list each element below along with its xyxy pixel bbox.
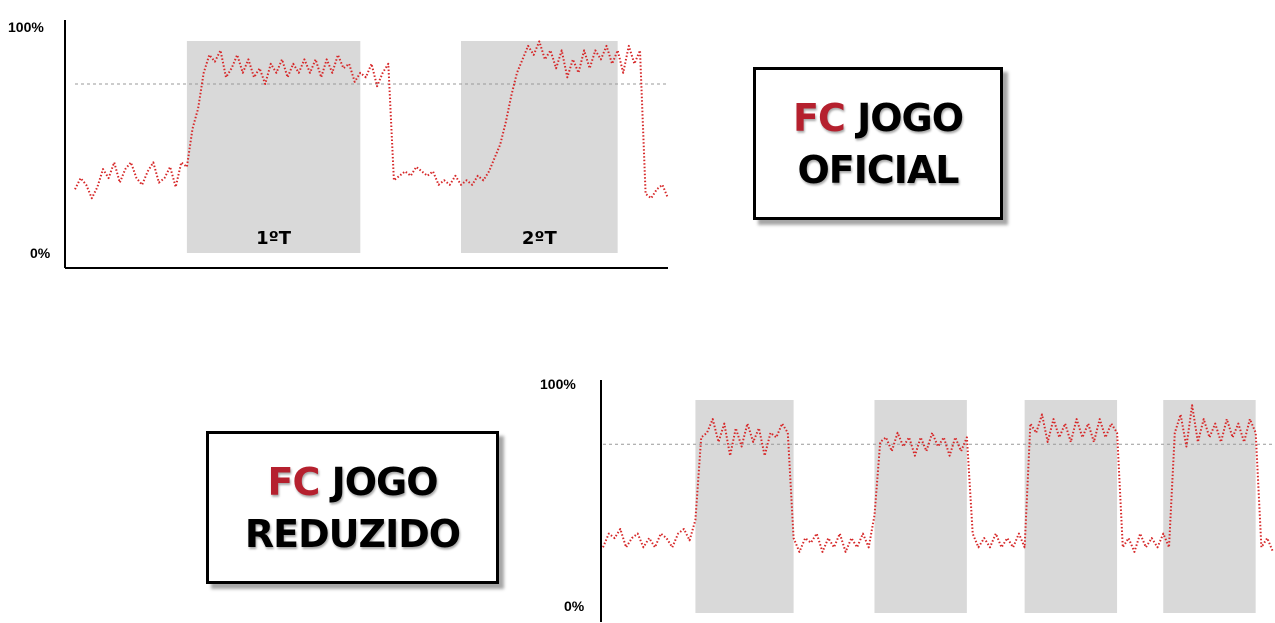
label-box-reduced: FC JOGO REDUZIDO [206, 431, 499, 584]
label-word: JOGO [331, 459, 439, 504]
label-word: JOGO [857, 95, 964, 140]
heart-rate-line [74, 40, 669, 200]
label-accent: FC [267, 459, 320, 504]
shaded-period [1163, 400, 1256, 613]
y-tick-label: 100% [540, 376, 576, 392]
label-box-reduced-line1: FC JOGO [267, 456, 439, 508]
heart-rate-line [602, 404, 1274, 553]
shaded-period [461, 41, 618, 253]
shaded-period [186, 41, 361, 253]
y-tick-label: 0% [564, 598, 585, 614]
shaded-period-label: 2ºT [522, 228, 558, 249]
y-tick-label: 100% [8, 19, 44, 35]
chart-reduced-game: 100% 0% [540, 376, 1274, 622]
label-box-official: FC JOGO OFICIAL [753, 67, 1003, 220]
label-box-official-line1: FC JOGO [792, 92, 964, 144]
label-accent: FC [792, 95, 846, 140]
shaded-period-label: 1ºT [256, 228, 292, 249]
label-box-official-line2: OFICIAL [797, 147, 959, 192]
chart-official-game: 1ºT 2ºT 100% 0% [8, 19, 669, 269]
label-box-reduced-line2: REDUZIDO [244, 511, 461, 556]
shaded-period [874, 400, 967, 613]
y-tick-label: 0% [30, 245, 51, 261]
shaded-period [1024, 400, 1118, 613]
